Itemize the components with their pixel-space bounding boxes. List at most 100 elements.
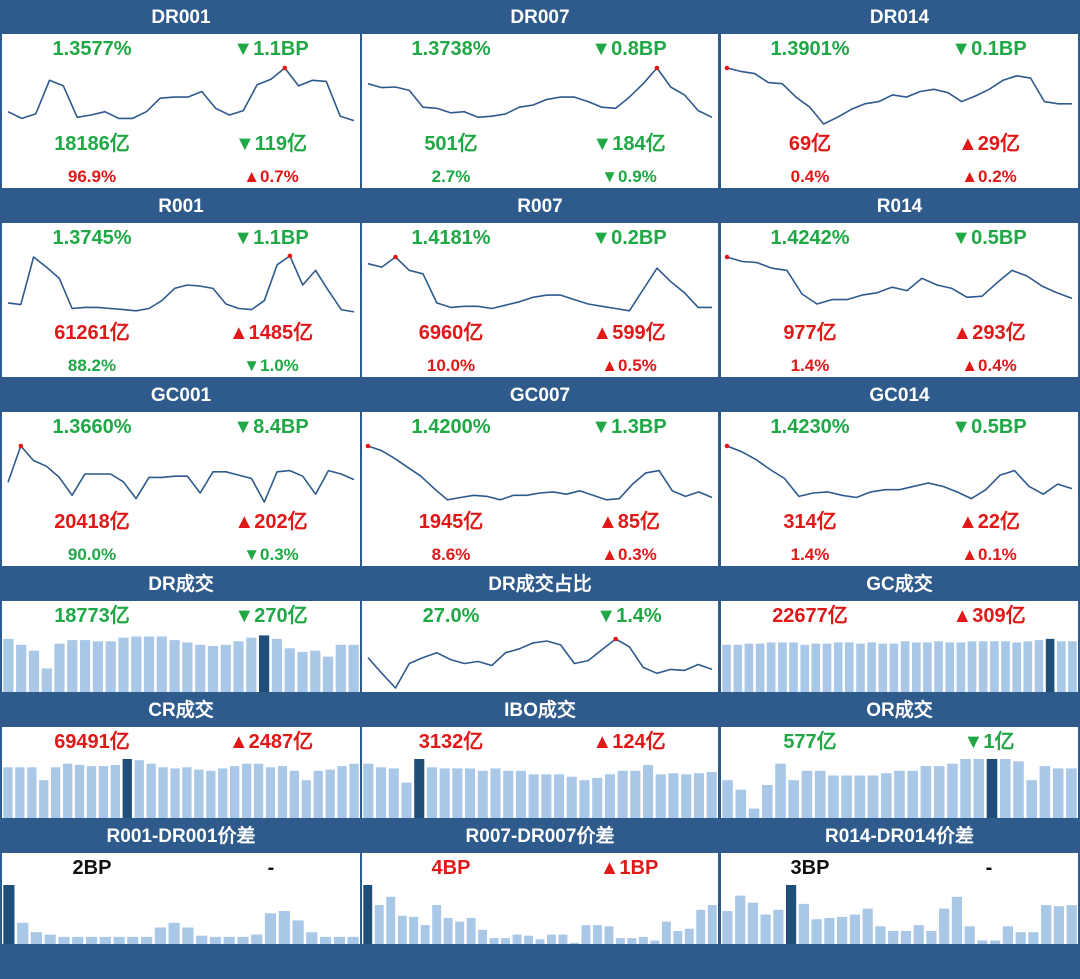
summary-value: 3132亿 — [418, 731, 484, 753]
bar — [964, 926, 975, 944]
bar — [592, 777, 603, 818]
bar — [744, 643, 754, 692]
panel-16: R007-DR007价差 4BP ▲1BP — [362, 821, 718, 944]
bar — [696, 909, 706, 944]
volume-value: 69亿 — [788, 133, 832, 155]
bar — [661, 921, 671, 944]
bar — [824, 918, 835, 944]
bar — [310, 650, 321, 692]
panel-8: GC014 1.4230% ▼0.5BP 314亿 ▲22亿 1.4% ▲0.1% — [721, 380, 1078, 566]
bar — [141, 936, 153, 944]
bar — [673, 931, 683, 944]
summary-value: 69491亿 — [54, 731, 130, 753]
bar-latest — [986, 759, 998, 818]
latest-point-marker — [654, 65, 660, 71]
series-line — [367, 67, 713, 119]
bar — [246, 637, 257, 692]
bar — [923, 642, 932, 692]
panel-title: DR014 — [721, 2, 1078, 34]
panel-10: DR成交占比 27.0% ▼1.4% — [362, 569, 718, 692]
bar — [15, 767, 25, 818]
share-change: ▲0.2% — [961, 167, 1017, 186]
bar — [113, 936, 125, 944]
bar — [798, 903, 809, 944]
bar — [271, 638, 282, 692]
bar — [85, 936, 98, 944]
summary-value: 27.0% — [422, 605, 480, 627]
bar — [733, 644, 743, 692]
panel-title: R007-DR007价差 — [362, 821, 718, 853]
latest-point-marker — [613, 636, 618, 642]
bar — [638, 936, 648, 944]
bar — [789, 642, 798, 692]
volume-change: ▲85亿 — [597, 511, 661, 533]
bar — [478, 929, 487, 944]
panel-title: DR成交占比 — [362, 569, 718, 601]
bar — [1057, 641, 1066, 692]
bar — [939, 908, 950, 944]
series-line — [726, 67, 1072, 125]
bar — [306, 932, 318, 944]
bar — [558, 934, 568, 944]
panel-6: GC001 1.3660% ▼8.4BP 20418亿 ▲202亿 90.0% ▼0.3% — [2, 380, 360, 566]
bar — [913, 925, 924, 944]
bar — [894, 770, 905, 818]
panel-title: CR成交 — [2, 695, 360, 727]
summary-change: ▲309亿 — [952, 605, 1026, 627]
bar — [630, 770, 641, 818]
bar — [242, 763, 252, 818]
panel-17: R014-DR014价差 3BP - — [721, 821, 1078, 944]
bar-latest — [1045, 638, 1055, 692]
bar — [297, 651, 308, 692]
chart-14 — [722, 759, 1077, 818]
bar — [156, 636, 167, 692]
bar — [194, 769, 204, 818]
bar — [3, 767, 13, 818]
bar — [501, 938, 510, 944]
bar — [581, 925, 591, 944]
panel-11: GC成交 22677亿 ▲309亿 — [721, 569, 1078, 692]
bar — [535, 939, 545, 944]
bar — [990, 641, 999, 692]
panel-title: GC007 — [362, 380, 718, 412]
bar — [233, 641, 244, 692]
bar — [182, 927, 194, 944]
bar — [349, 763, 359, 818]
bar — [814, 770, 826, 818]
bar — [900, 931, 911, 944]
panel-0: DR001 1.3577% ▼1.1BP 18186亿 ▼119亿 96.9% ▲0.7% — [2, 2, 360, 188]
volume-change: ▲293亿 — [952, 322, 1026, 344]
series-line — [7, 255, 355, 313]
volume-value: 977亿 — [783, 322, 837, 344]
bar-latest — [363, 885, 373, 944]
bar — [432, 905, 442, 944]
bar — [541, 774, 552, 818]
bar — [1052, 768, 1064, 818]
rate-change: ▼0.5BP — [951, 227, 1027, 249]
share-value: 1.4% — [790, 545, 830, 564]
bar — [195, 644, 206, 692]
bar — [912, 642, 921, 692]
bar — [1039, 766, 1051, 818]
bar — [524, 935, 533, 944]
share-change: ▲0.1% — [961, 545, 1017, 564]
bar — [1053, 906, 1064, 944]
chart-7 — [365, 443, 713, 501]
bar — [617, 770, 628, 818]
bar — [1000, 759, 1011, 818]
bar-latest — [259, 635, 270, 692]
latest-point-marker — [724, 254, 730, 260]
volume-change: ▲599亿 — [592, 322, 666, 344]
bar — [376, 767, 387, 818]
bar — [748, 808, 760, 818]
series-line — [7, 67, 355, 122]
bar — [230, 766, 240, 818]
bar — [374, 905, 384, 944]
bar — [30, 932, 42, 944]
panel-15: R001-DR001价差 2BP - — [2, 821, 360, 944]
bar-latest — [786, 885, 797, 944]
bar — [74, 764, 85, 818]
bar — [169, 640, 180, 692]
bar — [760, 914, 771, 944]
bar — [833, 642, 843, 692]
